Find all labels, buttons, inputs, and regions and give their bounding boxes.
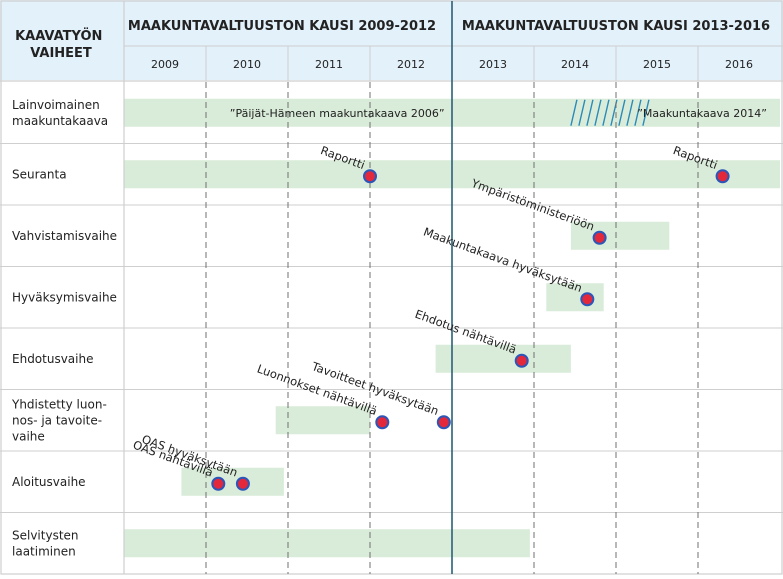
milestone-marker (592, 230, 607, 245)
milestone-marker (235, 476, 250, 491)
phase-bar (546, 283, 604, 312)
row-labels: Lainvoimainen maakuntakaava Seuranta Vahvis… (11, 98, 767, 559)
year-label: 2016 (725, 58, 753, 71)
plan-label: ”Päijät-Hämeen maakuntakaava 2006” (230, 107, 445, 120)
header: KAAVATYÖN VAIHEET MAAKUNTAVALTUUSTON KAU… (15, 19, 770, 61)
hatch-stroke (602, 99, 610, 126)
milestone-marker (211, 476, 226, 491)
hatch-stroke (586, 99, 594, 126)
hatch-stroke (578, 99, 586, 126)
phase-bar (435, 344, 571, 373)
year-label: 2015 (643, 58, 671, 71)
hatch-stroke (642, 99, 650, 126)
milestones: Raportti RaporttiYmpäristöministeriöönMaa… (131, 143, 730, 491)
stage-column-title: KAAVATYÖN VAIHEET (15, 28, 107, 61)
row-label-seuranta: Seuranta (12, 167, 67, 181)
hatch-stroke (570, 99, 578, 126)
year-label: 2012 (397, 58, 425, 71)
year-label: 2011 (315, 58, 343, 71)
row-label-lainvoimainen: Lainvoimainen maakuntakaava (12, 98, 108, 128)
row-label-ehdotusvaihe: Ehdotusvaihe (12, 352, 94, 366)
phase-bar (275, 406, 370, 435)
year-labels: 2009 2010 2011 2012 2013 2014 2015 2016 (151, 58, 753, 71)
year-label: 2013 (479, 58, 507, 71)
phase-bar (181, 467, 284, 496)
milestone-marker (580, 292, 595, 307)
hatch-stroke (618, 99, 626, 126)
milestone-marker (715, 169, 730, 184)
row-label-hyvaksymisvaihe: Hyväksymisvaihe (12, 290, 117, 304)
hatch-stroke (626, 99, 634, 126)
row-label-aloitusvaihe: Aloitusvaihe (12, 475, 86, 489)
year-label: 2009 (151, 58, 179, 71)
year-label: 2014 (561, 58, 589, 71)
phase-bar (570, 221, 670, 250)
milestone-marker (363, 169, 377, 184)
hatch-stroke (594, 99, 602, 126)
milestone-marker (436, 415, 451, 430)
plan-label: ”Maakuntakaava 2014” (637, 107, 767, 120)
milestone-marker (514, 353, 529, 368)
row-label-selvitysten: Selvitysten laatiminen (12, 528, 79, 558)
milestone-marker (375, 415, 390, 430)
year-label: 2010 (233, 58, 261, 71)
header-background (0, 0, 783, 80)
hatch-stroke (634, 99, 642, 126)
row-label-yhdistetty: Yhdistetty luon-nos- ja tavoite-vaihe (11, 397, 107, 443)
milestone-label: Maakuntakaava hyväksytään (422, 225, 584, 296)
row-label-vahvistamisvaihe: Vahvistamisvaihe (12, 229, 117, 243)
period-2-title: MAAKUNTAVALTUUSTON KAUSI 2013-2016 (462, 19, 770, 34)
phase-bar (124, 529, 530, 558)
period-1-title: MAAKUNTAVALTUUSTON KAUSI 2009-2012 (128, 19, 436, 34)
